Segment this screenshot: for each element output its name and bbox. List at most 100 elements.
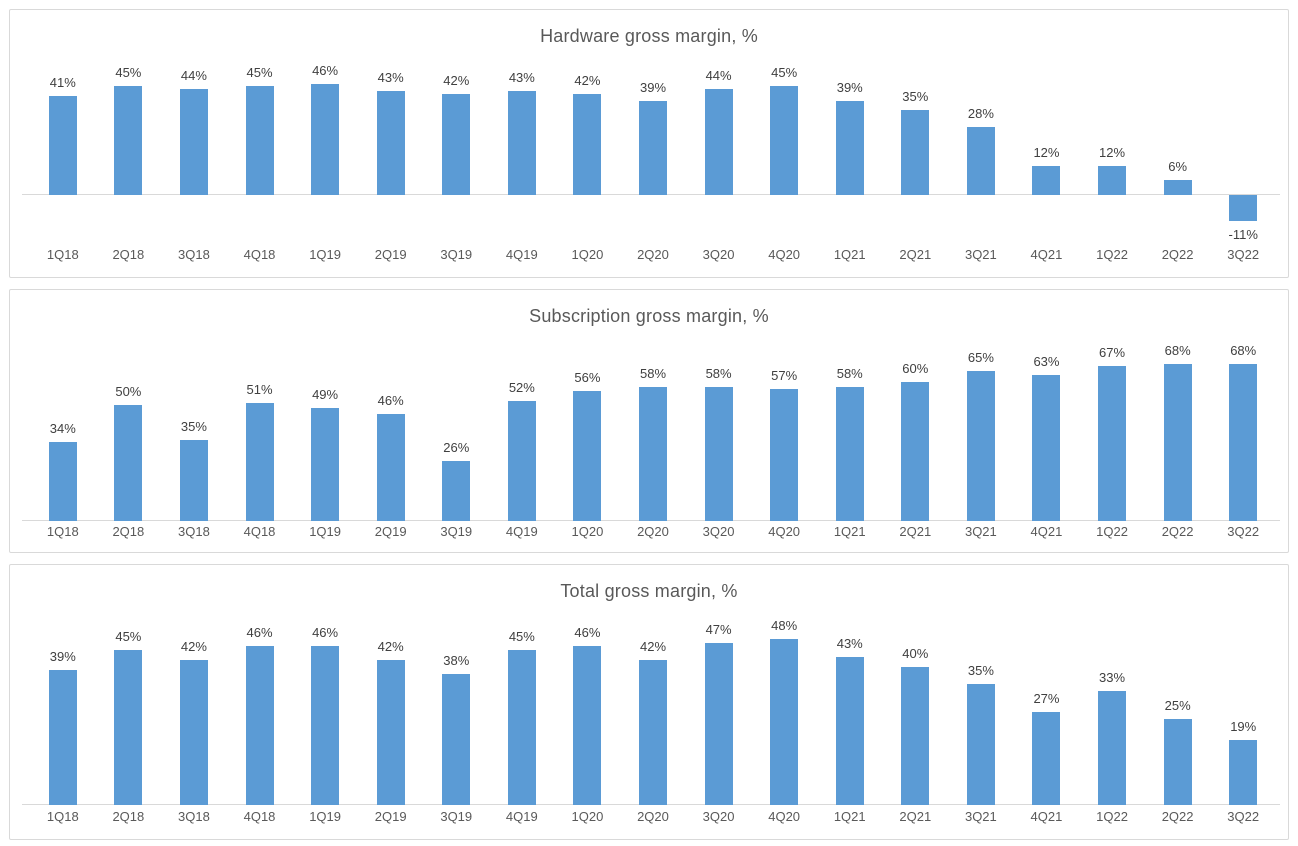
data-label: 50%: [115, 384, 142, 400]
x-tick-label: 4Q21: [1030, 246, 1063, 262]
x-tick-label: 2Q21: [899, 809, 932, 824]
data-label: 45%: [771, 65, 798, 81]
x-tick-label: 4Q21: [1030, 524, 1063, 540]
x-tick-label: 2Q22: [1161, 524, 1194, 540]
x-tick-label: 2Q18: [112, 524, 145, 540]
bar: [442, 460, 471, 521]
data-label: 25%: [1164, 697, 1191, 713]
x-tick-label: 4Q19: [505, 524, 538, 540]
x-tick-label: 3Q19: [440, 809, 473, 824]
x-tick-label: 4Q18: [243, 809, 276, 824]
bar: [639, 100, 667, 195]
x-tick-label: 2Q22: [1161, 246, 1194, 262]
bar: [179, 88, 208, 195]
bar: [1163, 180, 1192, 195]
bar: [704, 642, 733, 806]
data-label: 58%: [705, 365, 732, 381]
chart-title: Hardware gross margin, %: [540, 26, 758, 46]
data-label: 51%: [246, 381, 273, 397]
data-label: 42%: [377, 639, 404, 655]
data-label: 39%: [836, 79, 863, 95]
data-label: 56%: [574, 370, 601, 386]
bar: [114, 86, 143, 195]
x-tick-label: 3Q22: [1227, 809, 1260, 824]
chart-panel-hardware-gross-margin: Hardware gross margin, % 41% 45% 44% 45% 46%…: [9, 9, 1289, 278]
bar: [311, 407, 340, 521]
data-label: 58%: [639, 365, 667, 381]
x-tick-label: 2Q21: [899, 524, 932, 540]
x-tick-label: 4Q20: [768, 809, 801, 824]
data-label: 52%: [508, 379, 535, 395]
bar: [770, 86, 799, 195]
x-tick-label: 3Q21: [964, 809, 997, 824]
bar: [901, 667, 930, 806]
x-tick-label: 1Q21: [833, 524, 866, 540]
data-label: 27%: [1033, 690, 1060, 706]
x-tick-label: 4Q18: [243, 246, 276, 262]
x-tick-label: 3Q18: [178, 524, 210, 540]
data-label: 46%: [312, 63, 339, 78]
x-tick-label: 1Q21: [833, 809, 866, 824]
bar: [1098, 691, 1127, 806]
data-label: 60%: [902, 361, 929, 377]
x-tick-label: 1Q19: [309, 524, 341, 540]
x-tick-label: 3Q20: [702, 246, 735, 262]
x-tick-label: 1Q19: [309, 809, 341, 824]
data-label: 45%: [115, 65, 142, 81]
bar: [704, 386, 733, 521]
bar: [376, 91, 405, 195]
data-label: 46%: [312, 625, 339, 641]
x-tick-label: 1Q22: [1096, 809, 1128, 824]
data-label: 42%: [639, 639, 667, 655]
data-label: 38%: [443, 652, 470, 668]
data-label: 46%: [246, 625, 273, 641]
data-label: 40%: [902, 646, 929, 661]
data-label: 39%: [49, 649, 76, 665]
bar: [48, 670, 77, 806]
x-tick-label: 2Q19: [374, 246, 407, 262]
x-tick-label: 2Q20: [637, 809, 669, 824]
bar: [966, 684, 995, 806]
data-label: 41%: [49, 75, 76, 91]
data-label: 42%: [180, 639, 207, 655]
chart-title: Total gross margin, %: [560, 581, 738, 602]
x-tick-label: 1Q19: [309, 246, 341, 262]
bar: [966, 127, 995, 195]
data-label: 44%: [180, 67, 207, 83]
bar: [245, 402, 274, 521]
bar: [835, 100, 864, 195]
x-tick-label: 1Q22: [1096, 524, 1128, 540]
x-tick-label: 3Q18: [178, 809, 210, 824]
bar: [179, 660, 208, 806]
x-tick-label: 4Q19: [505, 246, 538, 262]
bar: [639, 660, 667, 806]
bar: [835, 386, 864, 521]
x-tick-label: 1Q21: [833, 246, 866, 262]
x-tick-label: 3Q21: [964, 524, 997, 540]
x-tick-label: 2Q18: [112, 809, 145, 824]
bar: [245, 646, 274, 806]
x-tick-label: 4Q20: [768, 524, 801, 540]
bar: [114, 649, 143, 806]
bar: [179, 439, 208, 521]
bar: [1163, 363, 1192, 521]
data-label: 65%: [967, 349, 994, 365]
x-tick-label: 3Q19: [440, 524, 473, 540]
chart-title: Subscription gross margin, %: [529, 305, 769, 326]
data-label: 12%: [1099, 144, 1126, 160]
chart-panel-total-gross-margin: Total gross margin, % 39% 45% 42% 46% 46% 42%…: [9, 564, 1289, 840]
bar: [1163, 718, 1192, 806]
x-tick-label: 2Q21: [899, 246, 932, 262]
bar: [1229, 194, 1258, 221]
plot-area: 41% 45% 44% 45% 46% 43% 42% 43% 42% 39% 44% 45% 39% 3…: [22, 58, 1280, 247]
bar: [966, 370, 995, 521]
data-label: 67%: [1099, 344, 1126, 360]
x-tick-label: 1Q20: [571, 524, 604, 540]
bar: [1032, 711, 1061, 806]
x-tick-label: 3Q20: [702, 809, 735, 824]
bar: [901, 382, 930, 521]
x-tick-label: 3Q19: [440, 246, 473, 262]
bar: [573, 646, 602, 806]
bar: [1098, 165, 1127, 195]
